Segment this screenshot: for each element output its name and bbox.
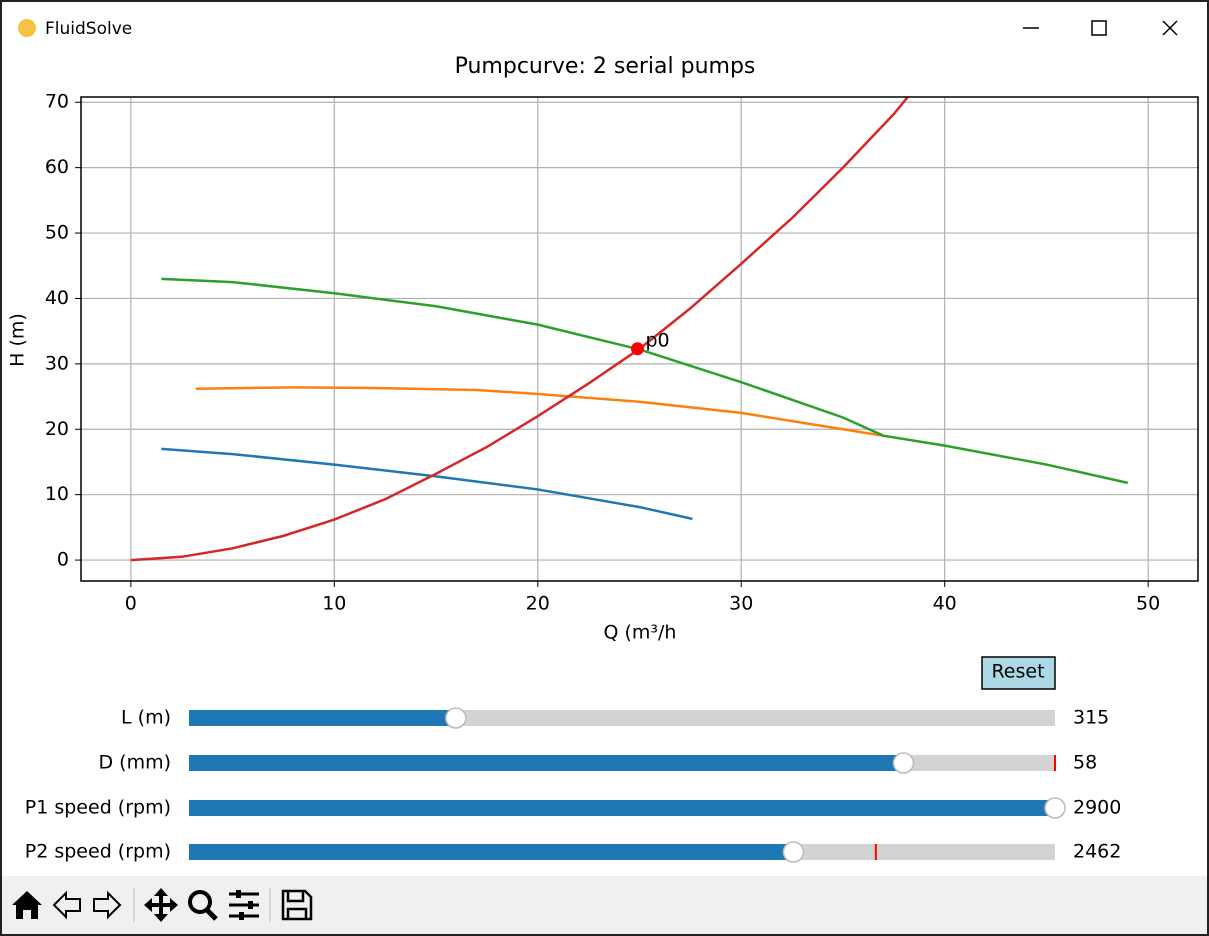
x-tick-label: 20: [526, 593, 550, 615]
forward-button[interactable]: [93, 890, 122, 920]
y-tick-label: 60: [45, 156, 69, 178]
x-tick-label: 40: [933, 593, 957, 615]
y-tick-label: 30: [45, 352, 69, 374]
point-label: p0: [645, 329, 669, 351]
home-button[interactable]: [12, 891, 42, 919]
plot-area: [130, 97, 1129, 562]
slider-handle[interactable]: [1044, 797, 1066, 819]
slider-fill: [189, 844, 794, 860]
y-tick-label: 70: [45, 91, 69, 113]
y-tick-label: 40: [45, 287, 69, 309]
slider-value: 315: [1073, 707, 1109, 729]
slider-fill: [189, 755, 904, 771]
slider-label: L (m): [121, 707, 171, 729]
pan-button[interactable]: [144, 888, 178, 922]
x-axis-label: Q (m³/h: [604, 622, 677, 644]
slider-fill: [189, 800, 1055, 816]
toolbar-icons: [12, 888, 313, 922]
curve: [161, 277, 1129, 485]
curve: [161, 447, 693, 521]
curve: [195, 386, 884, 438]
y-tick-label: 0: [57, 549, 69, 571]
zoom-button[interactable]: [188, 890, 212, 914]
slider-value: 2900: [1073, 797, 1121, 819]
app-icon: [18, 19, 36, 37]
slider-label: P1 speed (rpm): [25, 797, 171, 819]
y-axis-label: H (m): [7, 313, 29, 367]
toolbar: [2, 876, 1207, 934]
y-tick-label: 20: [45, 418, 69, 440]
save-button[interactable]: [281, 889, 313, 921]
x-tick-label: 30: [729, 593, 753, 615]
chart-title: Pumpcurve: 2 serial pumps: [455, 54, 756, 79]
plot-frame: [80, 96, 1199, 582]
close-button[interactable]: [1162, 20, 1178, 36]
slider-value: 2462: [1073, 841, 1121, 863]
x-tick-label: 10: [322, 593, 346, 615]
slider-fill: [189, 710, 456, 726]
x-tick-label: 0: [125, 593, 137, 615]
slider-value: 58: [1073, 752, 1097, 774]
slider-handle[interactable]: [892, 752, 915, 774]
reset-button-box[interactable]: [981, 656, 1056, 690]
maximize-button[interactable]: [1091, 20, 1107, 36]
reset-button[interactable]: Reset: [981, 656, 1056, 690]
slider-handle[interactable]: [782, 841, 805, 863]
curve: [130, 97, 910, 562]
slider-label: D (mm): [98, 752, 171, 774]
operating-point: [630, 342, 644, 356]
y-tick-label: 10: [45, 483, 69, 505]
back-button[interactable]: [52, 890, 81, 920]
reset-button-label[interactable]: Reset: [991, 661, 1044, 683]
title-bar: FluidSolve: [18, 19, 1178, 39]
slider-handle[interactable]: [445, 707, 467, 729]
y-tick-label: 50: [45, 222, 69, 244]
slider-label: P2 speed (rpm): [25, 841, 171, 863]
x-tick-label: 50: [1136, 593, 1160, 615]
window-title: FluidSolve: [45, 19, 132, 39]
